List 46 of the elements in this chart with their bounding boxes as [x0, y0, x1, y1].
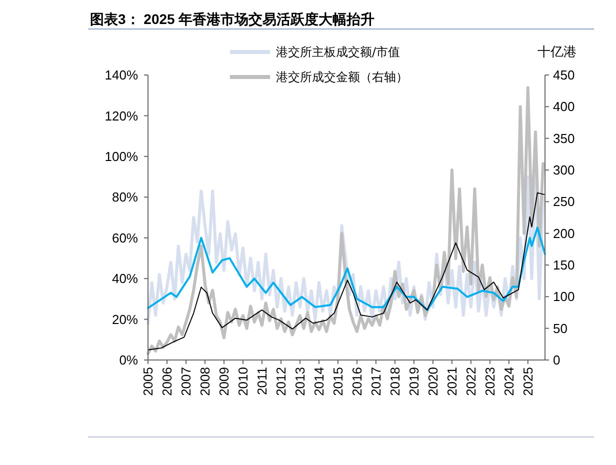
y2-tick-label: 150: [553, 258, 575, 273]
y2-tick-label: 50: [553, 320, 568, 336]
y-tick-label: 80%: [112, 190, 138, 205]
x-tick-label: 2020: [425, 367, 440, 396]
x-tick-label: 2014: [312, 367, 327, 396]
x-tick-label: 2017: [368, 367, 384, 396]
y2-tick-label: 350: [553, 130, 575, 146]
y2-tick-label: 300: [553, 162, 575, 178]
legend-label: 港交所成交金额（右轴）: [276, 70, 408, 84]
x-tick-label: 2006: [160, 367, 175, 396]
x-tick-label: 2022: [463, 367, 478, 396]
x-tick-label: 2025: [520, 367, 536, 396]
y-tick-label: 60%: [112, 230, 138, 246]
line-series: [148, 192, 546, 350]
y2-tick-label: 250: [553, 194, 575, 210]
y2-tick-label: 450: [553, 68, 575, 83]
y-tick-label: 0%: [119, 352, 138, 368]
x-tick-label: 2021: [444, 367, 460, 396]
chart-title: 图表3： 2025 年香港市场交易活跃度大幅抬升: [90, 11, 375, 27]
line-series: [146, 86, 545, 356]
x-tick-label: 2008: [198, 367, 213, 396]
legend-label: 港交所主板成交额/市值: [276, 45, 400, 60]
y2-tick-label: 200: [553, 226, 575, 241]
y2-axis-title: 十亿港: [538, 44, 576, 59]
x-tick-label: 2023: [482, 367, 498, 396]
y-tick-label: 20%: [112, 312, 138, 327]
x-tick-label: 2010: [236, 367, 251, 396]
x-tick-label: 2012: [274, 367, 289, 396]
x-tick-label: 2013: [292, 367, 308, 396]
x-tick-label: 2024: [501, 367, 516, 396]
y2-tick-label: 100: [553, 289, 575, 304]
line-series: [147, 226, 546, 312]
x-tick-label: 2016: [349, 367, 364, 396]
y2-tick-label: 400: [553, 99, 575, 114]
x-tick-label: 2015: [330, 367, 346, 396]
x-tick-label: 2007: [178, 367, 194, 396]
y-tick-label: 40%: [112, 271, 138, 286]
x-tick-label: 2018: [387, 367, 402, 396]
x-tick-label: 2011: [254, 367, 270, 395]
x-tick-label: 2019: [406, 367, 422, 396]
y-tick-label: 100%: [104, 148, 138, 164]
x-tick-label: 2009: [216, 367, 232, 396]
y-tick-label: 140%: [104, 68, 138, 83]
x-tick-label: 2005: [140, 367, 156, 396]
y2-tick-label: 0: [553, 352, 560, 368]
y-tick-label: 120%: [104, 108, 138, 124]
